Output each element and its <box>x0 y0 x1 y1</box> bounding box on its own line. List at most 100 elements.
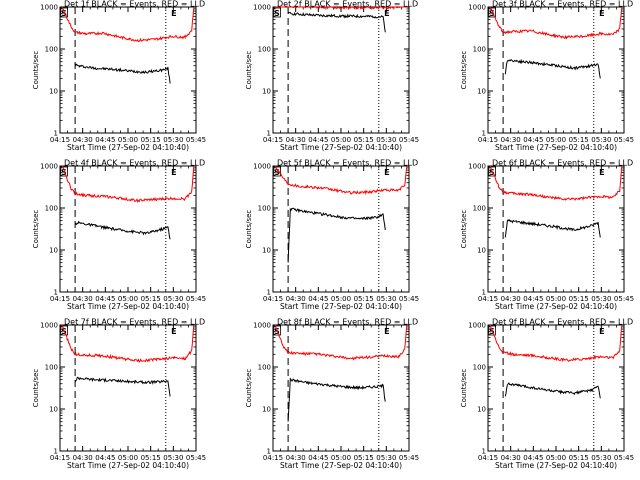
axis-frame <box>59 324 197 452</box>
y-tick-label: 10 <box>477 247 486 255</box>
detector-panel-4: Det 4f BLACK = Events, RED = LLD 1 10 100 10… <box>32 159 206 312</box>
start-marker-box <box>60 7 68 18</box>
x-tick-label: 04:15 <box>263 454 283 462</box>
x-tick-label: 04:45 <box>308 136 328 144</box>
axis-frame <box>487 324 625 452</box>
start-marker-box <box>273 325 281 336</box>
y-tick-label: 1 <box>267 130 271 138</box>
panel-title: Det 3f BLACK = Events, RED = LLD <box>492 0 633 9</box>
y-tick-label: 10 <box>262 88 271 96</box>
lld-series-line <box>274 324 408 361</box>
lld-series-line <box>489 324 623 363</box>
y-axis-label: Counts/sec <box>32 51 40 90</box>
x-tick-label: 05:45 <box>186 454 206 462</box>
end-marker: E <box>171 9 176 18</box>
x-tick-label: 04:45 <box>523 136 543 144</box>
y-tick-label: 1000 <box>253 4 271 12</box>
lld-series-line <box>489 6 623 40</box>
x-tick-label: 05:30 <box>591 295 611 303</box>
x-tick-label: 05:30 <box>376 295 396 303</box>
start-marker: S <box>274 9 280 18</box>
x-tick-label: 05:45 <box>186 136 206 144</box>
lld-series-line <box>274 5 407 10</box>
x-tick-label: 05:15 <box>569 295 589 303</box>
axis-frame <box>272 165 410 293</box>
axis-frame <box>59 6 197 134</box>
start-marker-box <box>60 325 68 336</box>
x-tick-label: 04:30 <box>73 295 93 303</box>
x-axis-label: Start Time (27-Sep-02 04:10:40) <box>495 143 617 152</box>
x-tick-label: 05:45 <box>614 136 634 144</box>
y-tick-label: 100 <box>258 205 271 213</box>
x-tick-label: 05:30 <box>591 454 611 462</box>
x-tick-label: 05:15 <box>569 136 589 144</box>
x-tick-label: 05:15 <box>141 136 161 144</box>
lld-series-line <box>275 165 408 196</box>
x-tick-label: 04:45 <box>523 295 543 303</box>
axis-frame <box>59 165 197 293</box>
y-tick-label: 10 <box>49 247 58 255</box>
axis-frame <box>487 165 625 293</box>
x-tick-label: 04:30 <box>73 454 93 462</box>
x-tick-label: 05:30 <box>376 454 396 462</box>
detector-panel-3: Det 3f BLACK = Events, RED = LLD 1 10 100 10… <box>460 0 634 152</box>
y-tick-label: 100 <box>258 46 271 54</box>
lld-series-line <box>61 165 195 203</box>
start-marker-box <box>273 7 281 18</box>
start-marker-box <box>488 325 496 336</box>
end-marker: E <box>599 327 604 336</box>
x-tick-label: 04:15 <box>478 295 498 303</box>
detector-panel-1: Det 1f BLACK = Events, RED = LLD 1 10 100 10… <box>32 0 206 152</box>
x-tick-label: 04:45 <box>308 295 328 303</box>
y-tick-label: 1000 <box>253 163 271 171</box>
detector-panel-2: Det 2f BLACK = Events, RED = LLD 1 10 100 10… <box>245 0 419 152</box>
y-tick-label: 100 <box>45 364 58 372</box>
y-tick-label: 1 <box>54 289 58 297</box>
end-marker: E <box>384 327 389 336</box>
x-tick-label: 05:45 <box>399 454 419 462</box>
x-axis-label: Start Time (27-Sep-02 04:10:40) <box>67 461 189 470</box>
x-tick-label: 05:30 <box>163 454 183 462</box>
x-tick-label: 05:30 <box>376 136 396 144</box>
y-tick-label: 1000 <box>468 163 486 171</box>
start-marker-box <box>488 7 496 18</box>
x-tick-label: 04:30 <box>286 454 306 462</box>
x-tick-label: 05:30 <box>591 136 611 144</box>
y-tick-label: 1 <box>54 448 58 456</box>
end-marker: E <box>384 9 389 18</box>
y-tick-label: 10 <box>477 406 486 414</box>
x-axis-label: Start Time (27-Sep-02 04:10:40) <box>280 143 402 152</box>
y-tick-label: 10 <box>49 88 58 96</box>
y-axis-label: Counts/sec <box>32 369 40 408</box>
x-tick-label: 04:30 <box>501 136 521 144</box>
x-tick-label: 04:15 <box>478 136 498 144</box>
y-axis-label: Counts/sec <box>460 210 468 249</box>
y-tick-label: 10 <box>262 247 271 255</box>
panel-title: Det 4f BLACK = Events, RED = LLD <box>64 159 205 168</box>
x-tick-label: 04:45 <box>95 295 115 303</box>
x-tick-label: 04:45 <box>95 454 115 462</box>
y-axis-label: Counts/sec <box>245 51 253 90</box>
x-axis-label: Start Time (27-Sep-02 04:10:40) <box>67 143 189 152</box>
events-series-line <box>504 218 601 238</box>
events-series-line <box>287 11 386 33</box>
y-tick-label: 100 <box>45 205 58 213</box>
x-tick-label: 04:30 <box>73 136 93 144</box>
panel-title: Det 9f BLACK = Events, RED = LLD <box>492 318 633 327</box>
x-tick-label: 05:00 <box>118 454 138 462</box>
x-axis-label: Start Time (27-Sep-02 04:10:40) <box>495 302 617 311</box>
x-axis-label: Start Time (27-Sep-02 04:10:40) <box>67 302 189 311</box>
x-tick-label: 05:45 <box>186 295 206 303</box>
y-axis-label: Counts/sec <box>245 210 253 249</box>
y-tick-label: 1 <box>267 448 271 456</box>
start-marker: S <box>489 327 495 336</box>
y-axis-label: Counts/sec <box>460 369 468 408</box>
x-tick-label: 04:15 <box>50 136 70 144</box>
y-tick-label: 10 <box>477 88 486 96</box>
y-axis-label: Counts/sec <box>245 369 253 408</box>
start-marker: S <box>61 9 67 18</box>
y-tick-label: 1 <box>482 289 486 297</box>
y-tick-label: 10 <box>262 406 271 414</box>
start-marker-box <box>273 166 281 177</box>
